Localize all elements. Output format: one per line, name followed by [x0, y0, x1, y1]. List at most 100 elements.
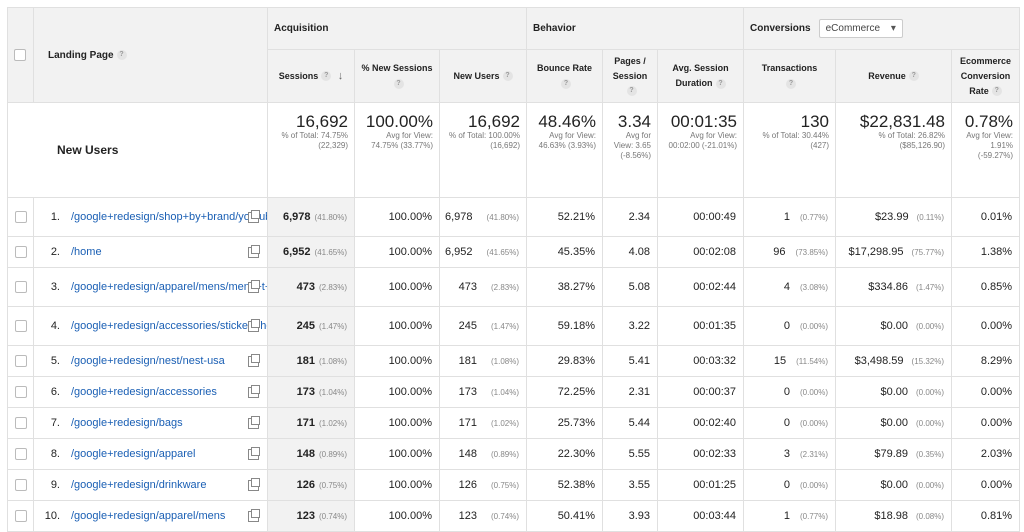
open-external-icon[interactable]	[248, 210, 260, 223]
avg-session-duration-cell: 00:01:25	[656, 469, 745, 501]
ecommerce-conversion-rate-cell: 0.00%	[951, 469, 1021, 501]
row-checkbox[interactable]	[14, 320, 27, 333]
new-users-cell: 6,978 (41.80%)	[439, 197, 527, 237]
row-checkbox[interactable]	[14, 386, 27, 399]
new-users-cell: 6,952 (41.65%)	[439, 236, 527, 268]
ecommerce-conversion-rate-cell: 0.00%	[951, 407, 1021, 439]
landing-page-link[interactable]: /google+redesign/apparel	[71, 447, 196, 460]
help-icon[interactable]: ?	[116, 49, 127, 60]
open-external-icon[interactable]	[248, 509, 260, 522]
row-checkbox-cell[interactable]	[7, 500, 34, 532]
row-checkbox-cell[interactable]	[7, 236, 34, 268]
avg-session-duration-header[interactable]: Avg. Session Duration?	[656, 49, 745, 103]
pct-new-sessions-header[interactable]: % New Sessions?	[354, 49, 440, 103]
conversion-type-select[interactable]: eCommerce	[818, 19, 903, 38]
conversions-group-header: Conversions eCommerce	[743, 7, 1021, 50]
landing-page-link[interactable]: /google+redesign/nest/nest-usa	[71, 354, 225, 367]
landing-page-link[interactable]: /google+redesign/apparel/mens	[71, 509, 226, 522]
help-icon[interactable]: ?	[321, 71, 332, 82]
avg-session-duration-cell: 00:02:33	[656, 438, 745, 470]
select-all-cell[interactable]	[7, 7, 34, 103]
sessions-header[interactable]: Sessions? ↓	[267, 49, 355, 103]
transactions-header[interactable]: Transactions?	[743, 49, 837, 103]
open-external-icon[interactable]	[248, 354, 260, 367]
help-icon[interactable]: ?	[786, 78, 797, 89]
revenue-header[interactable]: Revenue?	[835, 49, 953, 103]
help-icon[interactable]: ?	[561, 78, 571, 89]
summary-ecr: 0.78% Avg for View: 1.91% (-59.27%)	[951, 102, 1021, 198]
open-external-icon[interactable]	[248, 385, 260, 398]
open-external-icon[interactable]	[248, 478, 260, 491]
help-icon[interactable]: ?	[908, 71, 919, 82]
landing-page-link[interactable]: /google+redesign/accessories	[71, 385, 217, 398]
row-checkbox-cell[interactable]	[7, 438, 34, 470]
row-checkbox[interactable]	[14, 211, 27, 224]
summary-revenue: $22,831.48% of Total: 26.82% ($85,126.90…	[835, 102, 953, 198]
pct-new-sessions-cell: 100.00%	[354, 345, 440, 377]
open-external-icon[interactable]	[248, 447, 260, 460]
landing-page-link[interactable]: /google+redesign/drinkware	[71, 478, 207, 491]
row-checkbox-cell[interactable]	[7, 407, 34, 439]
revenue-cell: $3,498.59 (15.32%)	[835, 345, 953, 377]
sessions-cell: 6,952 (41.65%)	[267, 236, 355, 268]
row-number: 7.	[50, 417, 60, 429]
landing-page-link[interactable]: /google+redesign/apparel/mens/mens+t+shi…	[71, 280, 267, 293]
open-external-icon[interactable]	[248, 416, 260, 429]
help-icon[interactable]: ?	[393, 78, 404, 89]
row-checkbox[interactable]	[14, 355, 27, 368]
landing-page-link[interactable]: /google+redesign/bags	[71, 416, 183, 429]
landing-page-header[interactable]: Landing Page?	[33, 7, 268, 103]
landing-page-cell: 5. /google+redesign/nest/nest-usa	[33, 345, 268, 377]
row-checkbox-cell[interactable]	[7, 345, 34, 377]
row-checkbox-cell[interactable]	[7, 376, 34, 408]
bounce-rate-header[interactable]: Bounce Rate?	[526, 49, 603, 103]
help-icon[interactable]: ?	[502, 71, 513, 82]
summary-row: New Users 16,692% of Total: 74.75% (22,3…	[7, 102, 1021, 198]
pages-per-session-header[interactable]: Pages / Session?	[602, 49, 658, 103]
row-checkbox-cell[interactable]	[7, 306, 34, 346]
table-row: 1. /google+redesign/shop+by+brand/youtube…	[7, 197, 1021, 237]
row-number: 9.	[50, 479, 60, 491]
row-checkbox[interactable]	[14, 281, 27, 294]
landing-page-link[interactable]: /home	[71, 245, 102, 258]
bounce-rate-cell: 45.35%	[526, 236, 603, 268]
new-users-cell: 126 (0.75%)	[439, 469, 527, 501]
summary-duration: 00:01:35 Avg for View: 00:02:00 (-21.01%)	[656, 102, 745, 198]
pct-new-sessions-cell: 100.00%	[354, 407, 440, 439]
row-checkbox-cell[interactable]	[7, 469, 34, 501]
ecommerce-conversion-rate-header[interactable]: Ecommerce Conversion Rate?	[951, 49, 1021, 103]
landing-page-link[interactable]: /google+redesign/accessories/stickers/ho…	[71, 319, 268, 332]
sort-desc-icon[interactable]: ↓	[337, 69, 344, 82]
open-external-icon[interactable]	[248, 319, 260, 332]
landing-page-cell: 4. /google+redesign/accessories/stickers/…	[33, 306, 268, 346]
pages-per-session-cell: 5.41	[602, 345, 658, 377]
pages-per-session-cell: 3.93	[602, 500, 658, 532]
landing-page-cell: 3. /google+redesign/apparel/mens/mens+t+s…	[33, 267, 268, 307]
row-checkbox[interactable]	[14, 448, 27, 461]
row-checkbox-cell[interactable]	[7, 267, 34, 307]
pct-new-sessions-cell: 100.00%	[354, 376, 440, 408]
sessions-cell: 181 (1.08%)	[267, 345, 355, 377]
open-external-icon[interactable]	[248, 245, 260, 258]
bounce-rate-cell: 29.83%	[526, 345, 603, 377]
bounce-rate-cell: 52.38%	[526, 469, 603, 501]
row-checkbox-cell[interactable]	[7, 197, 34, 237]
table-row: 10. /google+redesign/apparel/mens 123 (0.74…	[7, 500, 1021, 532]
help-icon[interactable]: ?	[626, 86, 637, 97]
row-checkbox[interactable]	[14, 417, 27, 430]
open-external-icon[interactable]	[248, 280, 260, 293]
sessions-cell: 171 (1.02%)	[267, 407, 355, 439]
help-icon[interactable]: ?	[715, 78, 726, 89]
avg-session-duration-cell: 00:02:44	[656, 267, 745, 307]
row-checkbox[interactable]	[14, 479, 27, 492]
select-all-checkbox[interactable]	[14, 49, 26, 61]
row-checkbox[interactable]	[14, 246, 27, 259]
revenue-cell: $0.00 (0.00%)	[835, 469, 953, 501]
landing-page-cell: 7. /google+redesign/bags	[33, 407, 268, 439]
row-checkbox[interactable]	[14, 510, 27, 523]
help-icon[interactable]: ?	[991, 86, 1002, 97]
new-users-header[interactable]: New Users?	[439, 49, 527, 103]
sessions-cell: 173 (1.04%)	[267, 376, 355, 408]
new-users-cell: 181 (1.08%)	[439, 345, 527, 377]
landing-page-link[interactable]: /google+redesign/shop+by+brand/youtube	[71, 210, 268, 223]
